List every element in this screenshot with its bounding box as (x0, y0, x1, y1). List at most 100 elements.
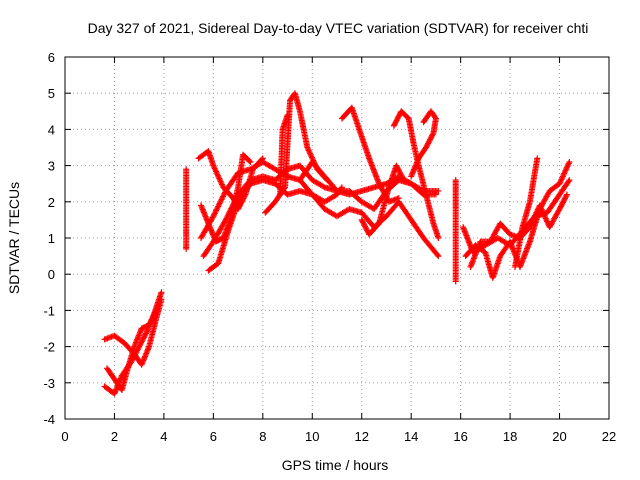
x-tick-label: 14 (404, 429, 418, 444)
data-point (435, 253, 442, 260)
data-point (563, 191, 570, 198)
y-tick-label: 6 (48, 50, 55, 65)
data-point (323, 175, 330, 182)
data-point (424, 141, 431, 148)
data-point (435, 235, 442, 241)
y-tick-label: 0 (48, 267, 55, 282)
data-point (400, 177, 407, 184)
data-point (142, 330, 149, 337)
data-point (396, 169, 403, 176)
data-point (390, 122, 397, 129)
data-point (399, 174, 406, 181)
data-point (158, 289, 165, 296)
data-point (427, 136, 434, 143)
data-point (394, 114, 401, 121)
data-point (238, 199, 245, 206)
data-point (396, 112, 403, 119)
data-point (398, 173, 405, 180)
x-tick-label: 4 (160, 429, 167, 444)
grid (65, 57, 609, 419)
data-point (240, 195, 247, 202)
y-tick-label: 4 (48, 122, 55, 137)
y-tick-label: -4 (43, 412, 55, 427)
data-point (139, 337, 146, 344)
data-point (565, 178, 572, 185)
data-point (146, 321, 153, 328)
data-point (338, 184, 345, 191)
data-point (430, 130, 437, 137)
data-point (236, 203, 243, 210)
x-tick-label: 8 (259, 429, 266, 444)
data-point (425, 140, 432, 147)
data-point (394, 165, 401, 172)
y-tick-label: -2 (43, 340, 55, 355)
data-point (392, 120, 399, 127)
plot-frame (64, 56, 610, 420)
data-point (363, 226, 370, 233)
data-point (151, 311, 158, 318)
data-point (138, 339, 145, 346)
data-point (558, 202, 565, 209)
data-point (258, 156, 265, 163)
data-point (435, 187, 442, 194)
data-point (140, 335, 147, 342)
data-point (400, 175, 407, 182)
data-point (393, 117, 400, 124)
data-point (247, 158, 254, 165)
data-point (561, 195, 568, 202)
data-point (360, 220, 367, 227)
data-point (566, 158, 573, 165)
data-point (427, 135, 434, 142)
data-point (426, 137, 433, 144)
x-axis-label: GPS time / hours (282, 457, 389, 473)
data-point (360, 219, 367, 226)
data-point (142, 331, 149, 338)
data-point (137, 340, 144, 347)
data-point (358, 216, 365, 223)
data-point (259, 155, 266, 162)
y-tick-label: -3 (43, 376, 55, 391)
data-point (153, 307, 160, 314)
data-point (429, 132, 436, 139)
data-point (559, 200, 566, 207)
data-point (452, 278, 459, 285)
data-point (364, 227, 371, 234)
data-point (559, 199, 566, 206)
y-tick-label: 2 (48, 195, 55, 210)
data-point (395, 195, 402, 202)
x-tick-label: 2 (111, 429, 118, 444)
x-tick-label: 20 (552, 429, 566, 444)
data-point (429, 131, 436, 138)
data-point (393, 162, 400, 169)
data-point (235, 204, 242, 211)
x-tick-label: 6 (210, 429, 217, 444)
data-point (239, 198, 246, 205)
data-point (140, 334, 147, 341)
y-tick-label: 3 (48, 159, 55, 174)
data-point (362, 224, 369, 231)
x-tick-label: 10 (305, 429, 319, 444)
data-point (392, 118, 399, 125)
y-axis-label: SDTVAR / TECUs (6, 182, 22, 294)
data-point (556, 206, 563, 213)
data-point (562, 194, 569, 201)
data-point (396, 167, 403, 174)
data-point (563, 192, 570, 199)
data-point (408, 173, 415, 180)
data-points (101, 90, 573, 397)
data-point (150, 313, 157, 320)
data-point (397, 170, 404, 177)
data-point (246, 157, 253, 164)
data-point (148, 317, 155, 324)
data-point (391, 121, 398, 128)
data-point (183, 245, 190, 252)
data-point (150, 312, 157, 319)
data-point (434, 251, 441, 258)
data-point (398, 171, 405, 178)
data-point (324, 177, 331, 184)
data-point (146, 320, 153, 327)
data-point (394, 116, 401, 123)
data-point (284, 111, 291, 118)
